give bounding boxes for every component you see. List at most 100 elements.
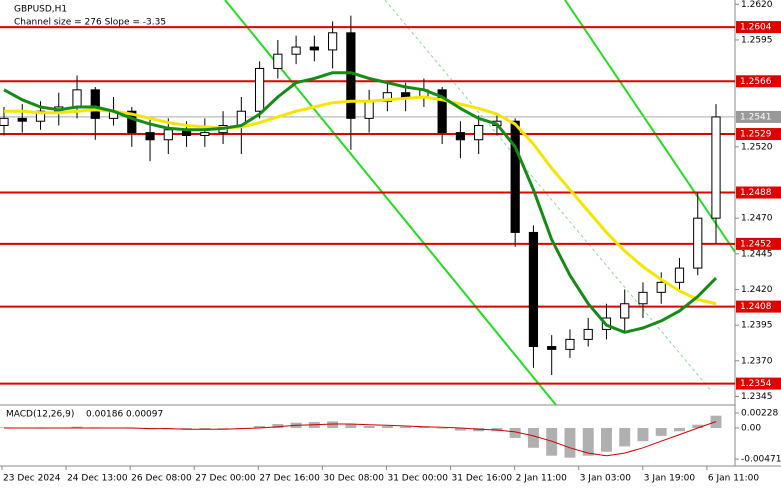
candle-body	[163, 129, 173, 141]
x-tick-label: 3 Jan 19:00	[644, 474, 696, 484]
candle-body	[145, 132, 155, 141]
macd-bar	[400, 426, 412, 428]
x-tick-label: 24 Dec 13:00	[67, 474, 128, 484]
macd-bar	[655, 427, 667, 436]
candle-body	[328, 32, 338, 51]
macd-bar	[272, 424, 284, 428]
candle-body	[620, 303, 630, 319]
macd-y-tick-label: 0.00	[741, 423, 761, 433]
level-label: 1.2529	[740, 130, 772, 140]
level-label-box	[736, 237, 781, 250]
candle-body	[273, 53, 283, 69]
candle-body	[528, 231, 539, 348]
level-label-box	[736, 128, 781, 141]
macd-bar	[71, 426, 83, 428]
candle-body	[90, 89, 100, 119]
macd-bar	[637, 427, 649, 442]
macd-bar	[418, 426, 430, 428]
y-tick-label: 1.2370	[741, 356, 773, 366]
moving-average	[4, 95, 717, 306]
macd-bar	[363, 426, 375, 428]
macd-bar	[619, 427, 631, 447]
macd-bar	[527, 427, 539, 448]
macd-bar	[327, 421, 339, 428]
x-tick-label: 26 Dec 08:00	[131, 474, 192, 484]
macd-bar	[509, 427, 521, 438]
macd-bar	[345, 424, 357, 428]
level-label: 1.2452	[740, 239, 772, 249]
macd-title: MACD(12,26,9)	[6, 410, 74, 420]
macd-bar	[199, 427, 211, 430]
macd-y-tick-label: -0.00471	[741, 455, 781, 465]
candle-body	[346, 32, 356, 119]
candle-body	[638, 291, 648, 305]
candle-body	[309, 46, 319, 51]
x-tick-label: 6 Jan 11:00	[708, 474, 760, 484]
moving-average	[3, 71, 718, 334]
candle-body	[127, 110, 137, 134]
macd-bar	[546, 427, 558, 456]
x-tick-label: 2 Jan 11:00	[516, 474, 568, 484]
macd-signal	[4, 421, 717, 457]
macd-bar	[600, 427, 612, 452]
y-tick-label: 1.2420	[741, 285, 773, 295]
macd-bar	[454, 427, 466, 431]
candle-body	[674, 267, 685, 283]
level-label: 1.2566	[740, 77, 772, 87]
candle-body	[401, 92, 411, 98]
candle-body	[510, 120, 520, 233]
candle-body	[656, 281, 666, 293]
chart-subtitle: Channel size = 276 Slope = -3.35	[14, 18, 166, 28]
candle-body	[711, 116, 721, 219]
level-label-box	[736, 21, 781, 34]
macd-value: 0.00186	[86, 410, 123, 420]
x-tick-label: 31 Dec 16:00	[452, 474, 513, 484]
chart-title: GBPUSD,H1	[14, 5, 67, 15]
level-label: 1.2604	[740, 23, 772, 33]
candle-body	[693, 217, 703, 269]
y-tick-label: 1.2620	[741, 0, 773, 10]
macd-bar	[217, 427, 229, 429]
y-tick-label: 1.2595	[741, 35, 773, 45]
macd-bar	[181, 427, 193, 430]
macd-bar	[436, 427, 448, 429]
x-tick-label: 31 Dec 00:00	[387, 474, 448, 484]
x-tick-label: 27 Dec 00:00	[195, 474, 256, 484]
candle-body	[364, 100, 374, 119]
candle-body	[254, 67, 265, 112]
candle-body	[565, 338, 575, 350]
x-tick-label: 23 Dec 2024	[3, 474, 61, 484]
x-tick-label: 30 Dec 08:00	[323, 474, 384, 484]
channel-midline	[384, 0, 713, 393]
candle-body	[72, 89, 82, 108]
candle-body	[474, 124, 484, 141]
macd-y-tick-label: 0.00228	[741, 408, 778, 418]
x-tick-label: 27 Dec 16:00	[259, 474, 320, 484]
candle-body	[455, 132, 466, 141]
macd-bar	[564, 427, 576, 458]
macd-bar	[381, 426, 393, 428]
y-tick-label: 1.2445	[741, 249, 773, 259]
level-label-box	[736, 377, 781, 390]
macd-bar	[692, 424, 704, 428]
current-price-label: 1.2541	[740, 112, 772, 122]
candle-body	[291, 46, 301, 55]
level-label-box	[736, 186, 781, 199]
x-tick-label: 3 Jan 03:00	[580, 474, 632, 484]
y-tick-label: 1.2470	[741, 214, 773, 224]
candle-body	[583, 328, 593, 340]
channel-line	[564, 0, 736, 253]
candle-body	[200, 132, 210, 136]
macd-signal-value: 0.00097	[126, 410, 163, 420]
macd-bar	[254, 426, 266, 428]
current-price-box	[736, 110, 781, 123]
macd-bar	[582, 427, 594, 456]
level-label: 1.2354	[740, 379, 772, 389]
candle-body	[0, 117, 9, 126]
y-tick-label: 1.2395	[741, 321, 773, 331]
level-label: 1.2488	[740, 188, 772, 198]
y-tick-label: 1.2520	[741, 142, 773, 152]
level-label: 1.2408	[740, 302, 772, 312]
candle-body	[17, 117, 27, 122]
